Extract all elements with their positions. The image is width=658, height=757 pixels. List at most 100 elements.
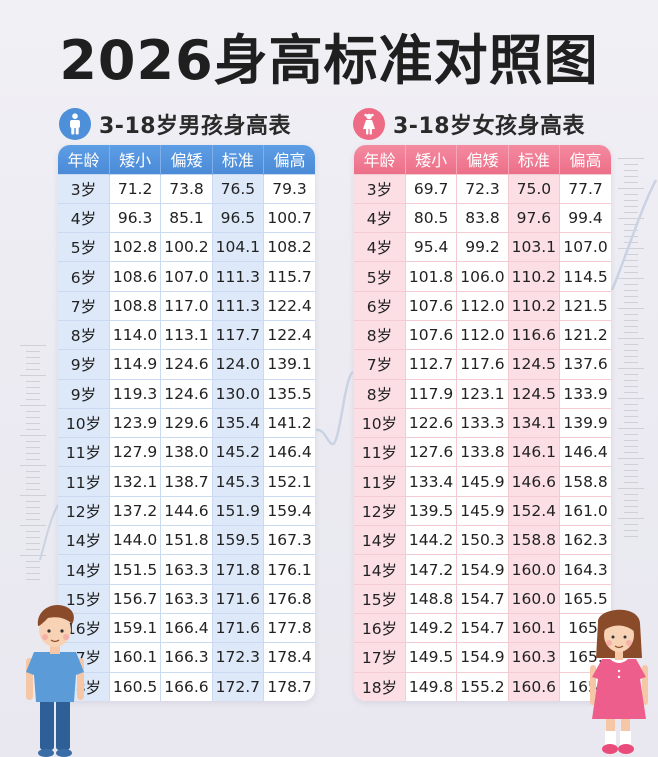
cell-short: 149.5	[404, 642, 458, 673]
ruler-tick	[624, 212, 638, 213]
ruler-tick	[26, 531, 40, 532]
ruler-tick	[624, 194, 638, 195]
ruler-tick	[624, 236, 638, 237]
ruler-tick	[624, 254, 638, 255]
cell-short: 112.7	[404, 349, 458, 380]
cell-tall: 141.2	[263, 407, 315, 439]
ruler-tick	[624, 500, 638, 501]
ruler-tick	[624, 446, 638, 447]
cell-age: 14岁	[58, 554, 110, 585]
cell-standard: 76.5	[211, 173, 265, 204]
ruler-tick	[624, 344, 638, 345]
cell-short: 151.5	[108, 554, 162, 585]
cell-short: 101.8	[404, 261, 458, 292]
cell-below-avg: 166.4	[160, 612, 213, 644]
table-row: 10岁 123.9 129.6 135.4 141.2	[58, 407, 315, 439]
cell-standard: 117.7	[211, 319, 265, 351]
cell-tall: 178.4	[263, 642, 315, 673]
cell-tall: 164.3	[559, 554, 611, 585]
cell-age: 6岁	[58, 261, 110, 292]
cell-short: 102.8	[108, 232, 162, 263]
table-row: 8岁 114.0 113.1 117.7 122.4	[58, 319, 315, 351]
ruler-tick	[26, 543, 40, 544]
cell-tall: 167.3	[263, 525, 315, 556]
table-row: 11岁 133.4 145.9 146.6 158.8	[354, 466, 611, 497]
cell-short: 122.6	[404, 407, 458, 439]
cell-tall: 165.5	[559, 583, 611, 614]
ruler-tick	[26, 567, 40, 568]
cell-age: 9岁	[58, 378, 110, 409]
ruler-tick	[624, 284, 638, 285]
table-row: 5岁 102.8 100.2 104.1 108.2	[58, 232, 315, 263]
table-row: 9岁 119.3 124.6 130.0 135.5	[58, 378, 315, 409]
table-row: 4岁 95.4 99.2 103.1 107.0	[354, 232, 611, 263]
cell-short: 159.1	[108, 612, 162, 644]
cell-age: 11岁	[58, 466, 110, 497]
cell-standard: 116.6	[507, 319, 561, 351]
cell-age: 6岁	[354, 290, 406, 321]
cell-standard: 146.1	[507, 437, 561, 468]
cell-below-avg: 100.2	[160, 232, 213, 263]
cell-below-avg: 113.1	[160, 319, 213, 351]
cell-standard: 111.3	[211, 261, 265, 292]
ruler-tick	[624, 230, 638, 231]
cell-tall: 158.8	[559, 466, 611, 497]
cell-below-avg: 124.6	[160, 349, 213, 380]
cell-below-avg: 166.6	[160, 671, 213, 702]
cell-short: 156.7	[108, 583, 162, 614]
cell-short: 69.7	[404, 173, 458, 204]
ruler-tick	[26, 537, 40, 538]
cell-below-avg: 72.3	[456, 173, 509, 204]
table-row: 4岁 96.3 85.1 96.5 100.7	[58, 202, 315, 234]
cell-below-avg: 85.1	[160, 202, 213, 234]
cell-tall: 121.2	[559, 319, 611, 351]
cell-standard: 172.3	[211, 642, 265, 673]
boy-section-header: 3-18岁男孩身高表	[59, 106, 291, 142]
ruler-tick	[624, 470, 638, 471]
table-row: 14岁 144.2 150.3 158.8 162.3	[354, 525, 611, 556]
table-row: 9岁 114.9 124.6 124.0 139.1	[58, 349, 315, 380]
cell-standard: 124.0	[211, 349, 265, 380]
girl-illustration	[590, 609, 648, 754]
cell-below-avg: 73.8	[160, 173, 213, 204]
ruler-tick	[26, 477, 40, 478]
ruler-tick	[26, 369, 40, 370]
ruler-tick	[624, 170, 638, 171]
column-header-below-avg: 偏矮	[160, 145, 213, 174]
cell-below-avg: 133.3	[456, 407, 509, 439]
cell-standard: 158.8	[507, 525, 561, 556]
ruler-tick	[624, 290, 638, 291]
ruler-tick	[624, 380, 638, 381]
boy-height-table: 年龄 矮小 偏矮 标准 偏高 3岁 71.2 73.8 76.5 79.3 4岁 96.3 8…	[58, 145, 315, 702]
ruler-tick	[624, 224, 638, 225]
cell-age: 12岁	[58, 495, 110, 527]
cell-age: 3岁	[58, 173, 110, 204]
cell-age: 8岁	[354, 319, 406, 351]
cell-tall: 135.5	[263, 378, 315, 409]
ruler-tick	[26, 501, 40, 502]
cell-age: 12岁	[354, 495, 406, 527]
cell-tall: 108.2	[263, 232, 315, 263]
ruler-tick	[624, 164, 638, 165]
ruler-tick	[26, 453, 40, 454]
cell-below-avg: 124.6	[160, 378, 213, 409]
table-row: 6岁 108.6 107.0 111.3 115.7	[58, 261, 315, 292]
cell-short: 144.0	[108, 525, 162, 556]
cell-age: 15岁	[354, 583, 406, 614]
cell-short: 149.2	[404, 612, 458, 644]
ruler-tick	[26, 363, 40, 364]
cell-short: 127.6	[404, 437, 458, 468]
table-row: 11岁 127.9 138.0 145.2 146.4	[58, 437, 315, 468]
table-row: 3岁 69.7 72.3 75.0 77.7	[354, 173, 611, 204]
table-row: 4岁 80.5 83.8 97.6 99.4	[354, 202, 611, 234]
cell-age: 10岁	[354, 407, 406, 439]
ruler-tick	[624, 260, 638, 261]
cell-short: 139.5	[404, 495, 458, 527]
cell-tall: 137.6	[559, 349, 611, 380]
cell-below-avg: 129.6	[160, 407, 213, 439]
column-header-tall: 偏高	[559, 145, 611, 174]
cell-age: 18岁	[354, 671, 406, 702]
cell-tall: 114.5	[559, 261, 611, 292]
cell-standard: 171.6	[211, 612, 265, 644]
ruler-tick	[26, 357, 40, 358]
